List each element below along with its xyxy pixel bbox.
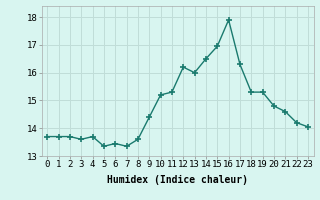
X-axis label: Humidex (Indice chaleur): Humidex (Indice chaleur) bbox=[107, 175, 248, 185]
